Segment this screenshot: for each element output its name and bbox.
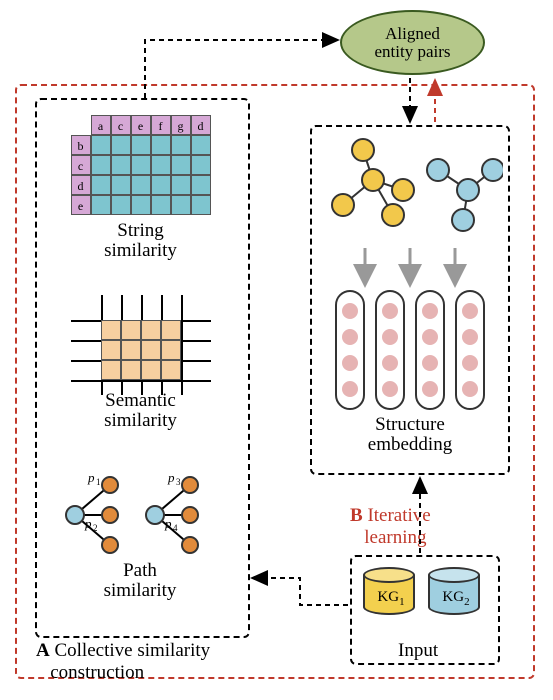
svg-text:2: 2	[93, 523, 98, 533]
panel-a-caption: A Collective similarity construction	[36, 640, 210, 684]
row-header: d	[71, 175, 91, 195]
svg-text:p: p	[84, 516, 92, 531]
col-header: d	[191, 115, 211, 135]
input-label: Input	[398, 640, 438, 662]
semantic-similarity-block: Semanticsimilarity	[58, 305, 223, 431]
path-similarity-label: Pathsimilarity	[50, 561, 230, 601]
svg-text:p: p	[167, 470, 175, 485]
aligned-line2: entity pairs	[374, 43, 450, 61]
string-similarity-label: Stringsimilarity	[58, 221, 223, 261]
col-header: g	[171, 115, 191, 135]
semantic-similarity-label: Semanticsimilarity	[58, 391, 223, 431]
string-similarity-block: a c e f g d b c d e Stringsimilarity	[58, 115, 223, 261]
aligned-line1: Aligned	[385, 25, 440, 43]
col-header: a	[91, 115, 111, 135]
row-header: c	[71, 155, 91, 175]
string-similarity-grid: a c e f g d b c d e	[71, 115, 211, 215]
svg-text:p: p	[164, 516, 172, 531]
row-header: b	[71, 135, 91, 155]
svg-text:1: 1	[96, 477, 101, 487]
row-header: e	[71, 195, 91, 215]
col-header: f	[151, 115, 171, 135]
kg2-cylinder: KG2	[430, 575, 482, 623]
svg-text:p: p	[87, 470, 95, 485]
svg-text:4: 4	[173, 523, 178, 533]
col-header: c	[111, 115, 131, 135]
kg-graphs-icon	[318, 135, 503, 245]
kg1-cylinder: KG1	[365, 575, 417, 623]
aligned-entity-pairs-node: Aligned entity pairs	[340, 10, 485, 75]
embedding-columns	[330, 290, 490, 410]
path-similarity-block: p1 p2 p3 p4 Pathsimilarity	[50, 470, 230, 601]
semantic-grid	[101, 320, 181, 380]
path-similarity-graph: p1 p2 p3 p4	[55, 470, 225, 555]
iterative-learning-label: B Iterative learning	[350, 505, 431, 549]
down-arrows-icon	[350, 248, 470, 288]
structure-embedding-label: Structureembedding	[345, 415, 475, 455]
col-header: e	[131, 115, 151, 135]
svg-text:3: 3	[176, 477, 181, 487]
